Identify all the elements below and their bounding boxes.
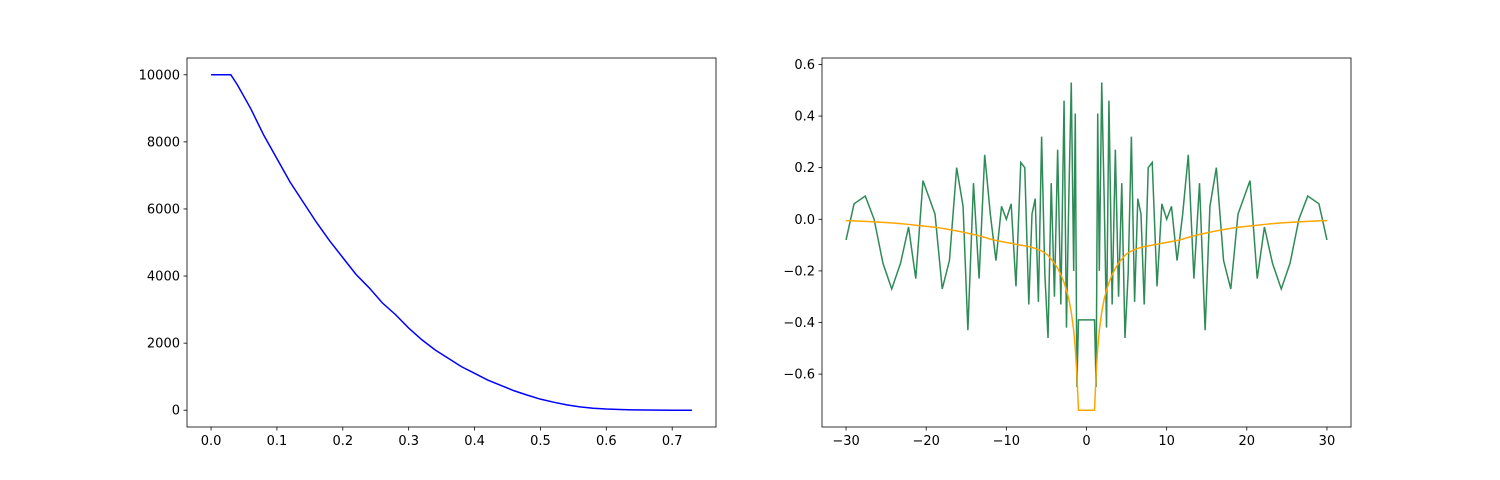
x-tick-label: 0.5 <box>530 434 551 449</box>
y-tick-label: 6000 <box>147 202 180 217</box>
y-tick-label: 2000 <box>147 337 180 352</box>
x-tick-label: 0.6 <box>596 434 617 449</box>
x-tick-label: −30 <box>832 434 859 449</box>
y-tick-label: −0.4 <box>783 316 815 331</box>
x-tick-label: 10 <box>1158 434 1175 449</box>
x-tick-label: 30 <box>1319 434 1336 449</box>
y-tick-label: 0.0 <box>794 213 815 228</box>
x-tick-label: 0 <box>1082 434 1090 449</box>
x-tick-label: 0.7 <box>662 434 683 449</box>
x-tick-label: −20 <box>912 434 939 449</box>
axes-frame <box>186 57 717 428</box>
x-tick-label: 0.0 <box>201 434 222 449</box>
line-series <box>211 74 692 411</box>
x-tick-label: 0.3 <box>398 434 419 449</box>
y-tick-label: 0.2 <box>794 161 815 176</box>
x-tick-label: 20 <box>1239 434 1256 449</box>
y-tick-label: −0.2 <box>783 264 815 279</box>
y-tick-label: 10000 <box>139 68 180 83</box>
x-tick-label: 0.2 <box>332 434 353 449</box>
x-tick-label: 0.1 <box>267 434 288 449</box>
line-series <box>846 219 1327 411</box>
x-tick-label: −10 <box>993 434 1020 449</box>
y-tick-label: 0.6 <box>794 58 815 73</box>
line-series <box>845 82 1328 388</box>
y-tick-label: 0.4 <box>794 110 815 125</box>
axes-frame <box>821 57 1352 428</box>
y-tick-label: 4000 <box>147 270 180 285</box>
y-tick-label: 0 <box>172 404 180 419</box>
y-tick-label: −0.6 <box>783 368 815 383</box>
x-tick-label: 0.4 <box>464 434 485 449</box>
y-tick-label: 8000 <box>147 135 180 150</box>
